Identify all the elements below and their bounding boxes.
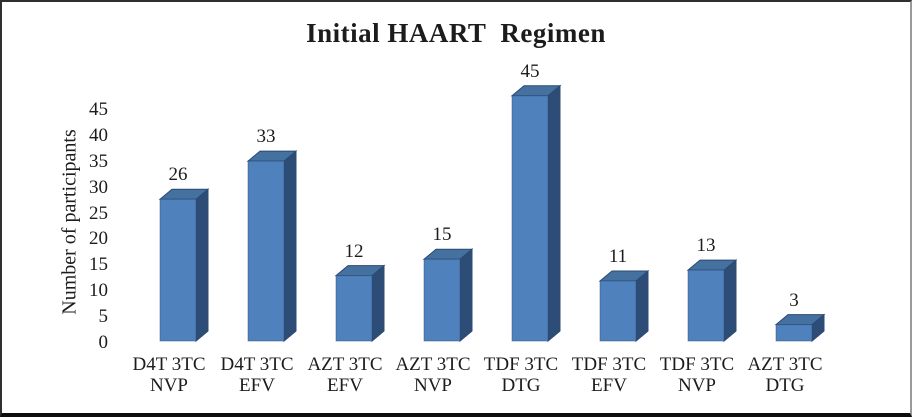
bar-front-face	[159, 198, 197, 342]
y-tick-label: 0	[98, 332, 109, 353]
bar-front-face	[775, 324, 813, 342]
y-tick-label: 15	[89, 254, 108, 276]
x-category-label: AZT 3TC DTG	[747, 354, 823, 396]
x-category-label: AZT 3TC EFV	[307, 354, 383, 396]
x-category-label: D4T 3TC NVP	[132, 354, 206, 396]
y-tick-label: 40	[89, 124, 108, 146]
bar-value-label: 45	[520, 60, 540, 82]
bar-front-face	[511, 95, 549, 342]
bar-value-label: 3	[789, 289, 799, 311]
bar-value-label: 26	[168, 164, 188, 186]
chart-title: Initial HAART Regimen	[306, 18, 606, 48]
y-tick-label: 45	[89, 98, 108, 120]
bar-front-face	[247, 160, 285, 342]
bar-value-label: 13	[696, 235, 716, 257]
bar-side-face	[723, 259, 737, 343]
bar-front-face	[335, 275, 373, 342]
x-category-label: TDF 3TC NVP	[659, 354, 735, 396]
bar-value-label: 11	[608, 246, 628, 268]
y-tick-label: 20	[89, 228, 108, 250]
x-category-label: D4T 3TC EFV	[220, 354, 294, 396]
x-category-label: TDF 3TC DTG	[483, 354, 559, 396]
bar-front-face	[423, 258, 461, 342]
y-tick-label: 5	[98, 306, 109, 328]
bar-value-label: 15	[432, 224, 452, 246]
y-tick-label: 30	[89, 176, 108, 198]
x-category-label: AZT 3TC NVP	[395, 354, 471, 396]
y-tick-label: 35	[89, 150, 108, 172]
bar-side-face	[195, 188, 209, 343]
bar-side-face	[371, 264, 385, 343]
bar-front-face	[599, 280, 637, 342]
bar-front-face	[687, 269, 725, 342]
bar-value-label: 12	[344, 240, 364, 262]
bar-side-face	[283, 150, 297, 343]
bar-value-label: 33	[256, 126, 276, 148]
bar-side-face	[547, 84, 561, 343]
x-category-label: TDF 3TC EFV	[571, 354, 647, 396]
y-tick-label: 10	[89, 280, 108, 302]
bar-side-face	[635, 269, 649, 343]
bar-side-face	[459, 248, 473, 343]
y-tick-label: 25	[89, 202, 108, 224]
